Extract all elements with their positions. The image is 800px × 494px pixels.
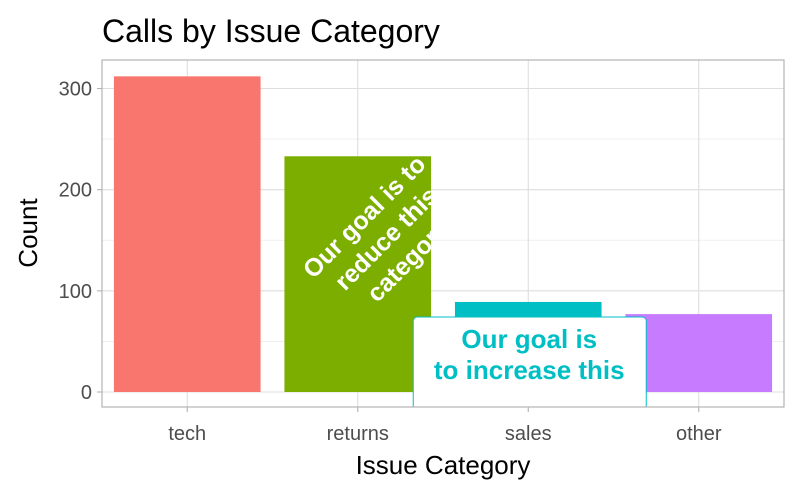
annotation-box: [412, 316, 647, 407]
y-tick-label: 300: [59, 79, 92, 101]
annotation-text: Our goal is to increase this: [434, 324, 625, 385]
bar-other: [625, 314, 773, 392]
chart-title: Calls by Issue Category: [102, 13, 440, 49]
annotation-line: to increase this: [434, 355, 625, 385]
x-tick-label: sales: [505, 423, 552, 445]
annotation-line: Our goal is: [461, 324, 597, 354]
y-tick-label: 100: [59, 281, 92, 303]
x-tick-label: other: [676, 423, 722, 445]
x-axis-title: Issue Category: [356, 450, 531, 480]
annotation-sales: Our goal is to increase this: [412, 316, 647, 407]
y-tick-label: 200: [59, 180, 92, 202]
y-axis: 0 100 200 300: [59, 79, 102, 404]
bar-returns: [284, 156, 432, 392]
y-axis-title: Count: [13, 198, 43, 268]
y-tick-label: 0: [81, 382, 92, 404]
bar-tech: [113, 76, 261, 393]
plot-panel-border: [101, 59, 785, 408]
x-tick-label: returns: [327, 423, 389, 445]
x-axis: tech returns sales other: [168, 407, 722, 445]
x-tick-label: tech: [168, 423, 206, 445]
